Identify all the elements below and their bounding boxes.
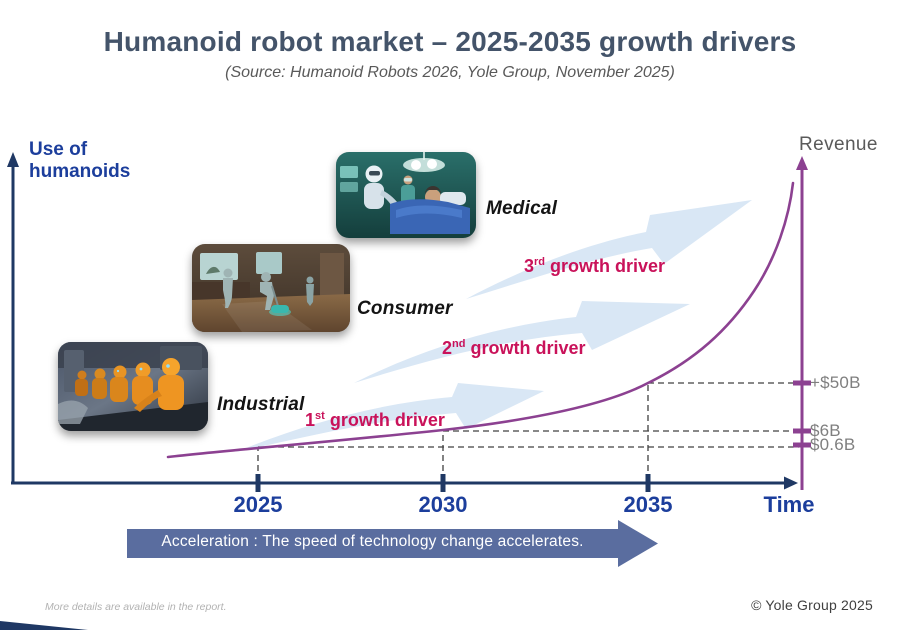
revenue-tick-6b: $6B: [810, 421, 841, 440]
segment-label-consumer: Consumer: [357, 298, 453, 319]
segment-label-industrial: Industrial: [217, 394, 305, 415]
x-axis-label: Time: [763, 492, 815, 517]
revenue-tick-50b: +$50B: [810, 373, 861, 392]
x-tick-2035: 2035: [623, 492, 673, 517]
consumer-photo: [192, 244, 350, 332]
medical-photo: [336, 152, 476, 238]
footer-note: More details are available in the report…: [45, 601, 227, 613]
x-axis-ticks: [255, 474, 651, 492]
growth-arrow-2: [354, 301, 690, 383]
acceleration-banner-text: Acceleration : The speed of technology c…: [161, 533, 584, 550]
growth-driver-2-label: 2nd growth driver: [442, 338, 586, 359]
growth-driver-2-suffix: nd: [452, 338, 466, 350]
growth-arrow-1: [236, 383, 544, 452]
growth-driver-3-text: growth driver: [550, 256, 666, 276]
growth-driver-3-suffix: rd: [534, 256, 546, 268]
industrial-photo: [58, 342, 208, 431]
growth-arrow-3: [466, 200, 752, 299]
growth-driver-3-ordinal: 3: [524, 256, 535, 276]
growth-driver-2-text: growth driver: [470, 338, 586, 358]
revenue-tick-0-6b: $0.6B: [810, 435, 856, 454]
growth-driver-2-ordinal: 2: [442, 338, 453, 358]
acceleration-banner-arrow: [127, 520, 658, 567]
y-axis-left-arrowhead: [7, 152, 19, 167]
revenue-axis-ticks: [793, 380, 811, 448]
y-axis-right-label: Revenue: [799, 134, 878, 155]
y-axis-left-label: Use of humanoids: [29, 139, 131, 182]
x-tick-2030: 2030: [418, 492, 468, 517]
segment-label-medical: Medical: [486, 198, 558, 219]
growth-driver-1-suffix: st: [315, 410, 325, 422]
growth-driver-1-ordinal: 1: [305, 410, 316, 430]
y-axis-right-arrowhead: [796, 156, 808, 170]
x-tick-2025: 2025: [233, 492, 283, 517]
corner-wedge: [0, 621, 88, 630]
page-title: Humanoid robot market – 2025-2035 growth…: [103, 26, 797, 57]
revenue-curve: [166, 181, 795, 459]
x-axis-arrowhead: [784, 476, 798, 490]
growth-driver-3-label: 3rd growth driver: [524, 256, 665, 277]
growth-driver-1-label: 1st growth driver: [305, 410, 445, 431]
growth-driver-1-text: growth driver: [329, 410, 445, 430]
page-subtitle: (Source: Humanoid Robots 2026, Yole Grou…: [225, 64, 675, 81]
footer-copyright: © Yole Group 2025: [751, 597, 873, 613]
